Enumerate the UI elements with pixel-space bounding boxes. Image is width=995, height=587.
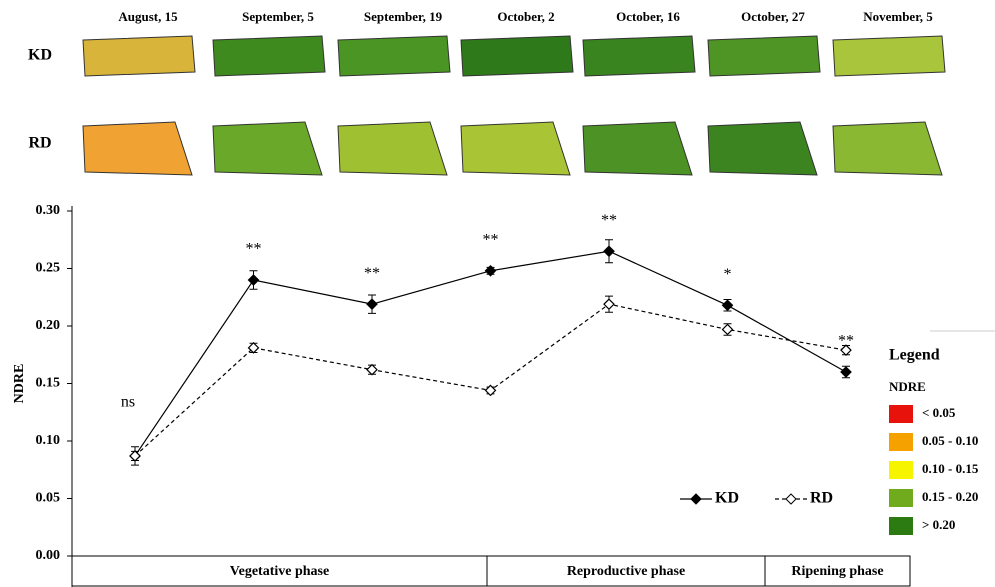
y-tick-label: 0.00 bbox=[36, 548, 61, 563]
date-label: October, 16 bbox=[616, 9, 680, 24]
series-line bbox=[135, 304, 846, 456]
significance-label: ** bbox=[364, 265, 380, 282]
significance-label: ** bbox=[483, 231, 499, 248]
legend-label: KD bbox=[715, 490, 739, 507]
field-image bbox=[708, 122, 817, 175]
data-point bbox=[130, 451, 140, 461]
legend-label: RD bbox=[810, 490, 833, 507]
phase-label: Vegetative phase bbox=[230, 564, 329, 579]
significance-label: ** bbox=[601, 212, 617, 229]
field-image bbox=[83, 122, 192, 175]
phase-box bbox=[72, 556, 910, 586]
field-image bbox=[583, 122, 692, 175]
row-label: RD bbox=[28, 135, 51, 152]
data-point bbox=[604, 246, 614, 256]
legend-class-label: 0.15 - 0.20 bbox=[922, 489, 978, 504]
y-axis-label: NDRE bbox=[12, 364, 27, 404]
field-image bbox=[83, 36, 195, 76]
date-label: November, 5 bbox=[863, 9, 933, 24]
legend-marker bbox=[691, 494, 701, 504]
legend-swatch bbox=[889, 433, 913, 451]
data-point bbox=[367, 299, 377, 309]
legend-swatch bbox=[889, 405, 913, 423]
date-label: September, 19 bbox=[364, 9, 443, 24]
date-label: October, 2 bbox=[497, 9, 554, 24]
figure: August, 15 September, 5 September, 19 Octob… bbox=[0, 0, 995, 587]
y-tick-label: 0.15 bbox=[36, 376, 61, 391]
phase-label: Reproductive phase bbox=[567, 564, 685, 579]
field-image bbox=[461, 122, 570, 175]
field-image bbox=[583, 36, 695, 76]
date-label: October, 27 bbox=[741, 9, 805, 24]
legend-marker bbox=[786, 494, 796, 504]
legend-class-label: < 0.05 bbox=[922, 405, 956, 420]
map-legend-title: Legend bbox=[889, 347, 940, 364]
y-tick-label: 0.25 bbox=[36, 261, 61, 276]
field-image bbox=[338, 122, 447, 175]
y-tick-label: 0.05 bbox=[36, 491, 61, 506]
legend-class-label: 0.10 - 0.15 bbox=[922, 461, 979, 476]
significance-label: * bbox=[724, 266, 732, 283]
data-point bbox=[367, 365, 377, 375]
data-point bbox=[249, 275, 259, 285]
y-tick-label: 0.30 bbox=[36, 203, 61, 218]
significance-label: ns bbox=[121, 394, 135, 411]
legend-class-label: 0.05 - 0.10 bbox=[922, 433, 978, 448]
data-point bbox=[723, 324, 733, 334]
field-image bbox=[461, 36, 573, 76]
field-image bbox=[708, 36, 820, 76]
data-point bbox=[841, 367, 851, 377]
y-tick-label: 0.10 bbox=[36, 433, 61, 448]
data-point bbox=[604, 299, 614, 309]
map-legend-subtitle: NDRE bbox=[889, 379, 926, 394]
legend-swatch bbox=[889, 461, 913, 479]
field-image bbox=[833, 36, 945, 76]
field-image bbox=[833, 122, 942, 175]
data-point bbox=[723, 300, 733, 310]
date-label: September, 5 bbox=[242, 9, 314, 24]
series-line bbox=[135, 251, 846, 456]
legend-swatch bbox=[889, 517, 913, 535]
legend-swatch bbox=[889, 489, 913, 507]
field-image bbox=[213, 122, 322, 175]
date-label: August, 15 bbox=[118, 9, 178, 24]
significance-label: ** bbox=[838, 333, 854, 350]
row-label: KD bbox=[28, 47, 52, 64]
legend-class-label: > 0.20 bbox=[922, 517, 955, 532]
field-image bbox=[338, 36, 450, 76]
field-image bbox=[213, 36, 325, 76]
y-tick-label: 0.20 bbox=[36, 318, 61, 333]
significance-label: ** bbox=[246, 241, 262, 258]
phase-label: Ripening phase bbox=[791, 564, 883, 579]
